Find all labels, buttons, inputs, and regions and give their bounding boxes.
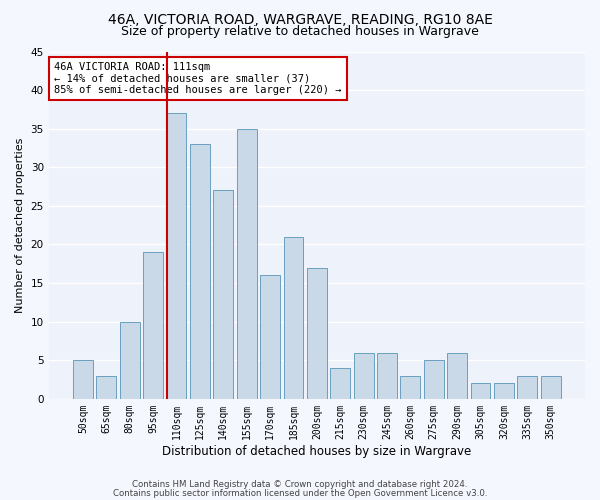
Text: Contains HM Land Registry data © Crown copyright and database right 2024.: Contains HM Land Registry data © Crown c… xyxy=(132,480,468,489)
Bar xyxy=(167,113,187,399)
Bar xyxy=(120,322,140,399)
Bar xyxy=(307,268,327,399)
Bar xyxy=(377,352,397,399)
Y-axis label: Number of detached properties: Number of detached properties xyxy=(15,138,25,313)
Bar xyxy=(424,360,443,399)
Bar xyxy=(73,360,93,399)
Text: Size of property relative to detached houses in Wargrave: Size of property relative to detached ho… xyxy=(121,25,479,38)
Bar xyxy=(143,252,163,399)
Bar xyxy=(330,368,350,399)
Bar xyxy=(97,376,116,399)
Bar xyxy=(214,190,233,399)
Bar xyxy=(237,128,257,399)
Bar xyxy=(190,144,210,399)
Bar xyxy=(447,352,467,399)
Bar xyxy=(353,352,374,399)
Bar xyxy=(494,384,514,399)
Bar xyxy=(517,376,537,399)
X-axis label: Distribution of detached houses by size in Wargrave: Distribution of detached houses by size … xyxy=(162,444,472,458)
Bar xyxy=(470,384,490,399)
Bar xyxy=(260,276,280,399)
Text: 46A VICTORIA ROAD: 111sqm
← 14% of detached houses are smaller (37)
85% of semi-: 46A VICTORIA ROAD: 111sqm ← 14% of detac… xyxy=(54,62,341,95)
Bar xyxy=(284,236,304,399)
Bar xyxy=(400,376,421,399)
Text: Contains public sector information licensed under the Open Government Licence v3: Contains public sector information licen… xyxy=(113,488,487,498)
Text: 46A, VICTORIA ROAD, WARGRAVE, READING, RG10 8AE: 46A, VICTORIA ROAD, WARGRAVE, READING, R… xyxy=(107,12,493,26)
Bar xyxy=(541,376,560,399)
